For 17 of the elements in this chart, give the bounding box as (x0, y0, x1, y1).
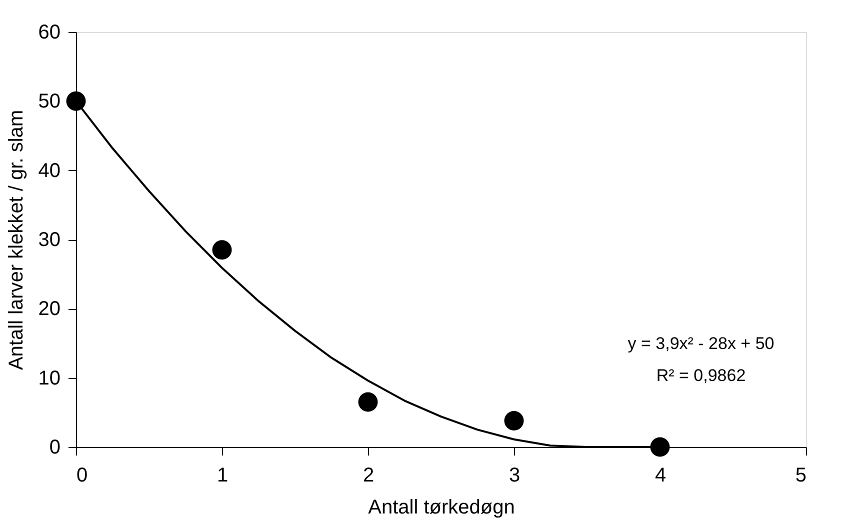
x-axis-title: Antall tørkedøgn (368, 496, 515, 518)
annotation: y = 3,9x² - 28x + 50 (628, 334, 774, 353)
y-tick-label: 0 (49, 436, 60, 458)
x-tick-label: 3 (508, 464, 520, 486)
x-tick-label: 2 (362, 464, 374, 486)
y-tick-label: 30 (38, 229, 60, 251)
y-tick-label: 10 (38, 367, 60, 390)
y-tick-label: 20 (38, 298, 60, 320)
y-tick-label: 50 (38, 90, 60, 113)
x-tick-label: 4 (654, 464, 666, 486)
y-tick-label: 60 (38, 22, 60, 44)
x-tick-label: 5 (795, 464, 806, 486)
y-tick-label: 40 (38, 160, 60, 182)
y-axis-title: Antall larver klekket / gr. slam (5, 110, 28, 370)
x-tick-label: 0 (76, 464, 88, 486)
annotation: R² = 0,9862 (656, 366, 746, 385)
x-tick-label: 1 (216, 464, 228, 486)
